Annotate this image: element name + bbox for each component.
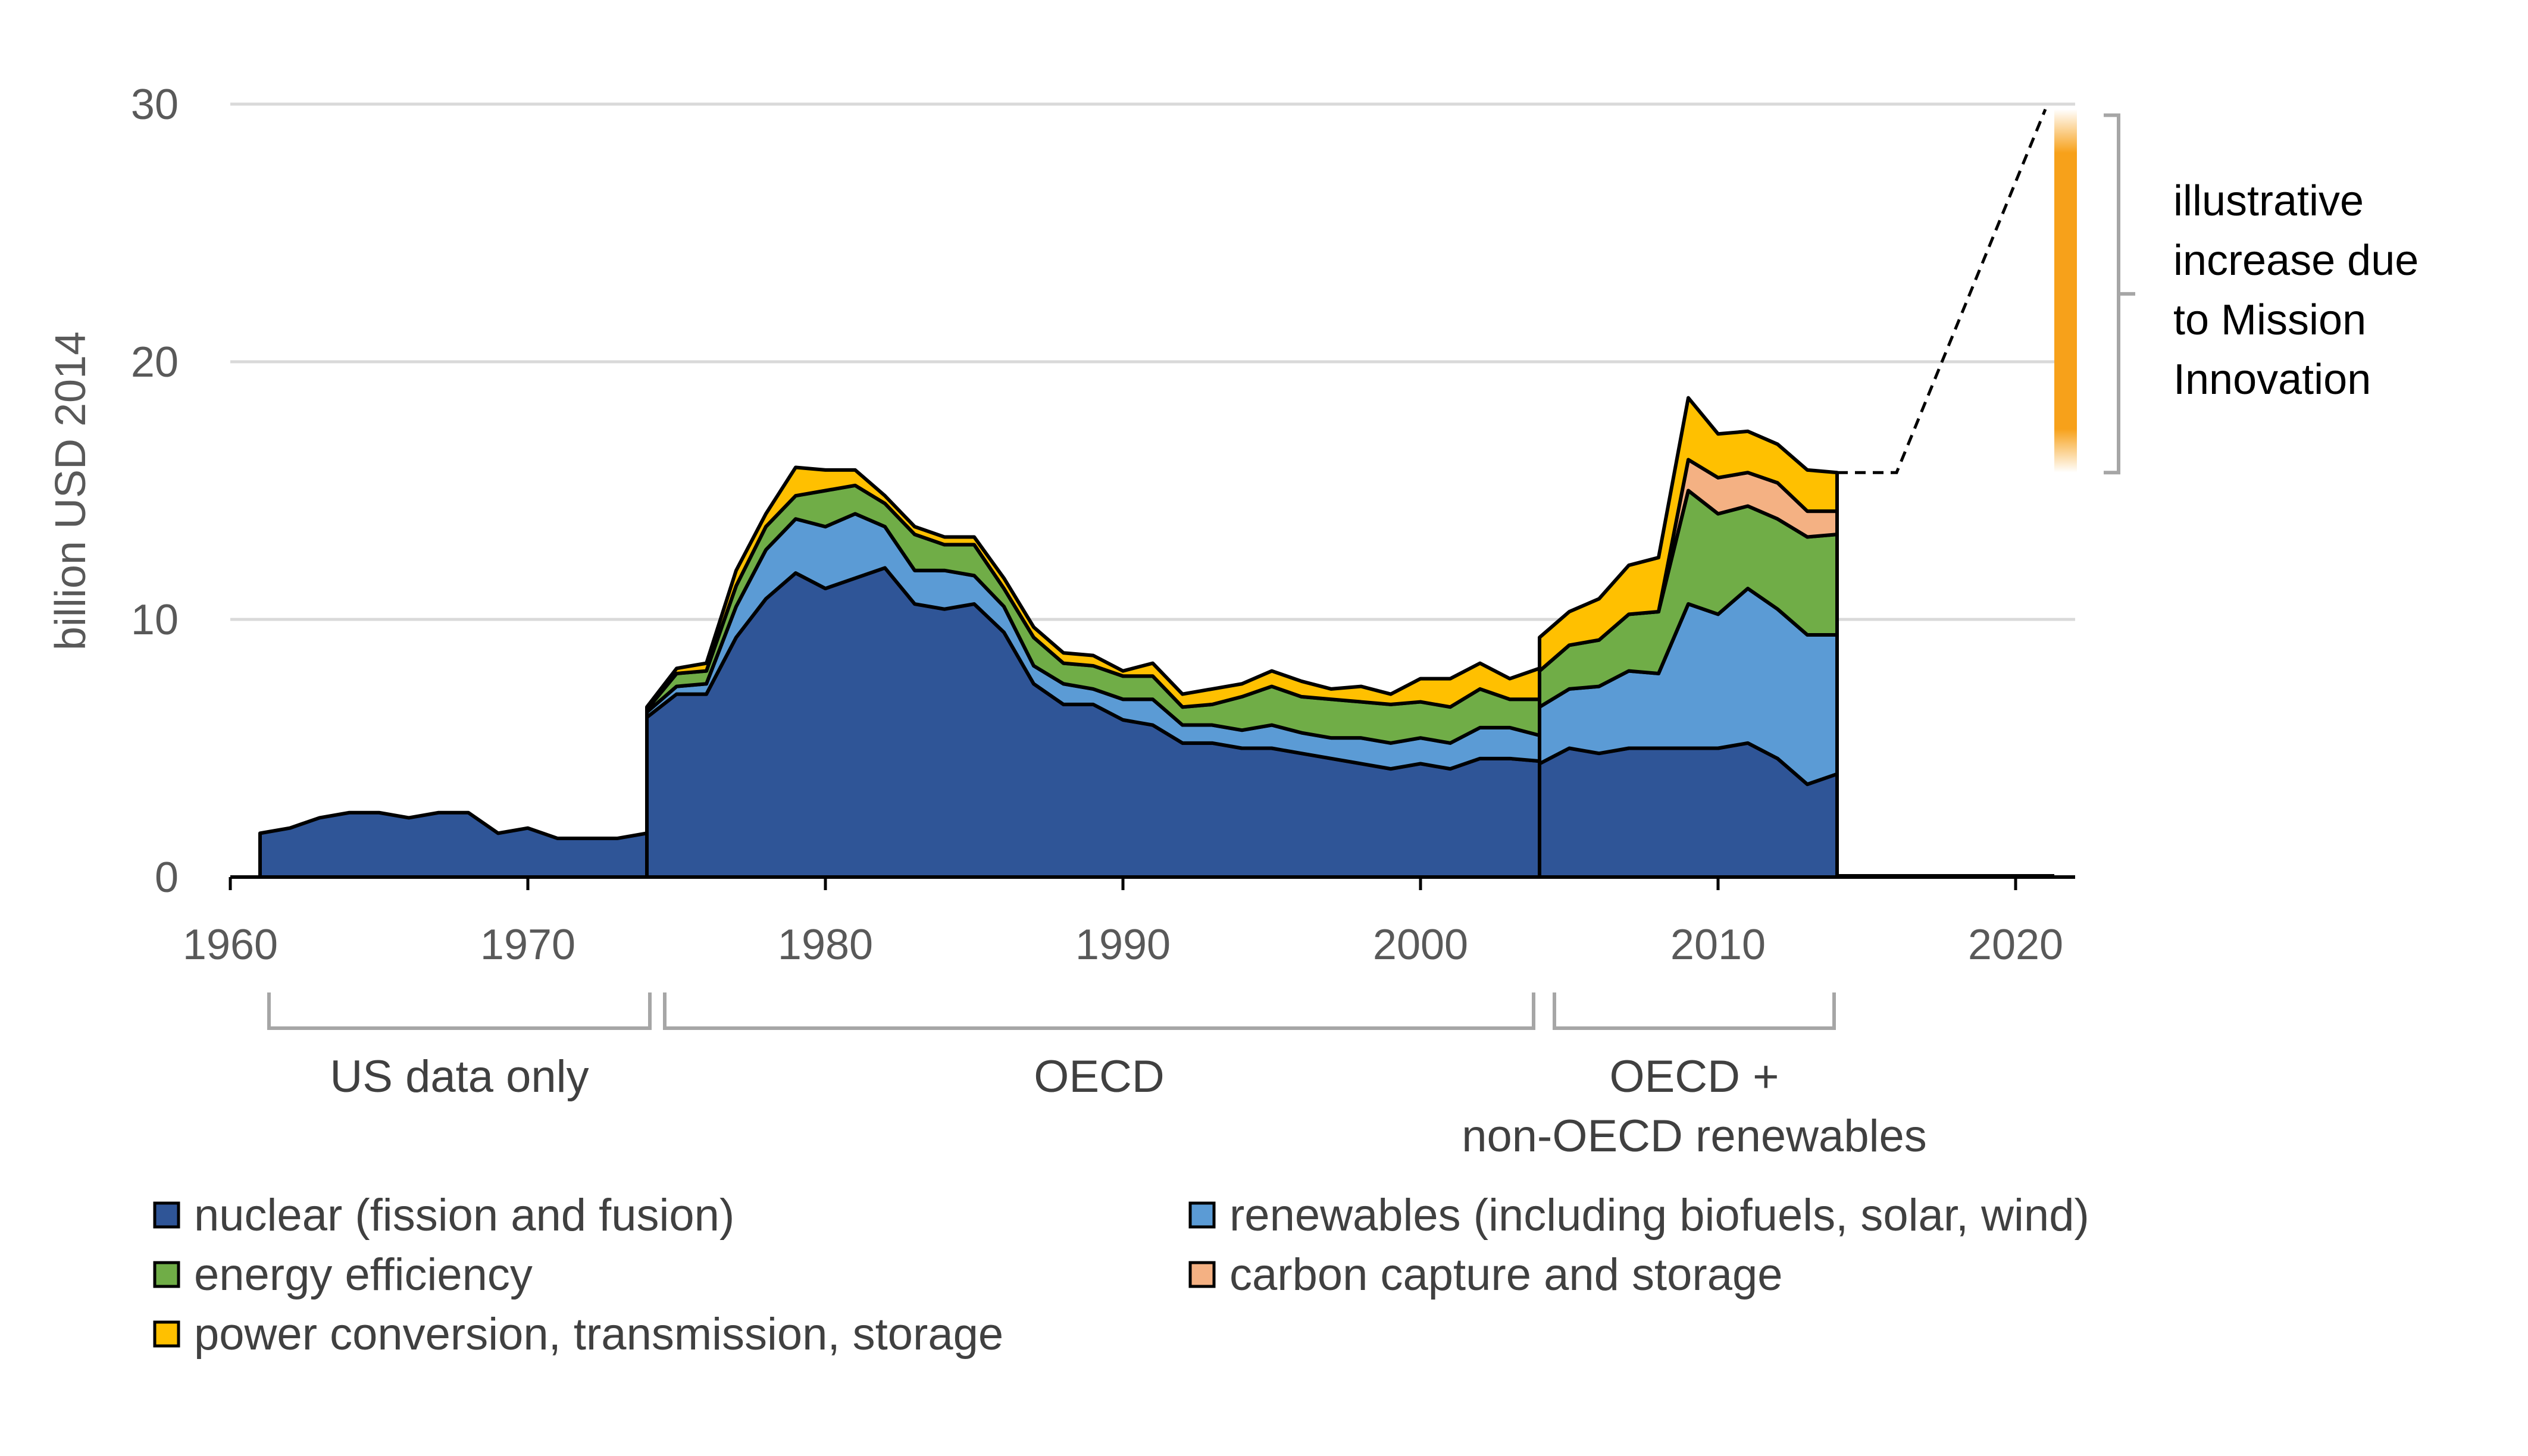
y-tick-label: 0 xyxy=(155,854,179,901)
axes xyxy=(229,874,2075,890)
region-bracket xyxy=(267,992,652,1030)
region-label: OECD xyxy=(1034,1051,1165,1102)
legend-swatch-renewables xyxy=(1188,1201,1216,1229)
region-label: US data only xyxy=(330,1051,589,1102)
annotation-text: increase due xyxy=(2173,237,2419,284)
region-label: OECD + xyxy=(1609,1051,1779,1102)
x-tick-label: 2020 xyxy=(1968,921,2063,969)
area-nuclear xyxy=(258,810,649,879)
y-tick-label: 20 xyxy=(131,339,179,386)
annotation-text: Innovation xyxy=(2173,356,2371,403)
x-tick-label: 2010 xyxy=(1670,921,1766,969)
x-tick-label: 1980 xyxy=(778,921,873,969)
legend-swatch-nuclear xyxy=(153,1201,180,1229)
y-tick-label: 30 xyxy=(131,81,179,129)
legend-swatch-ccs xyxy=(1188,1261,1216,1288)
region-bracket xyxy=(1553,992,1836,1030)
annotation-text: to Mission xyxy=(2173,296,2366,344)
y-tick-label: 10 xyxy=(131,596,179,644)
plot-areas xyxy=(258,396,1839,879)
annotation-bracket xyxy=(2104,113,2135,475)
projection-bar xyxy=(2054,109,2077,473)
x-tick-labels: 1960 1970 1980 1990 2000 2010 2020 xyxy=(183,921,2063,969)
legend-swatch-power xyxy=(153,1320,180,1348)
annotation-text: illustrative xyxy=(2173,177,2364,225)
legend-label-nuclear: nuclear (fission and fusion) xyxy=(194,1190,734,1241)
x-tick-label: 1990 xyxy=(1075,921,1171,969)
projection xyxy=(1837,108,2077,474)
legend: nuclear (fission and fusion) renewables (… xyxy=(153,1190,2089,1360)
region-label: non-OECD renewables xyxy=(1462,1111,1927,1161)
legend-label-ccs: carbon capture and storage xyxy=(1229,1250,1783,1300)
legend-label-power: power conversion, transmission, storage xyxy=(194,1309,1003,1360)
x-tick-label: 1960 xyxy=(183,921,278,969)
y-axis-label: billion USD 2014 xyxy=(47,331,95,650)
region-bracket xyxy=(663,992,1535,1030)
projection-line xyxy=(1837,108,2047,474)
legend-label-renewables: renewables (including biofuels, solar, w… xyxy=(1229,1190,2089,1241)
y-tick-labels: 0 10 20 30 xyxy=(131,81,179,901)
legend-swatch-efficiency xyxy=(153,1261,180,1288)
data-source-regions: US data only OECD OECD + non-OECD renewable… xyxy=(267,992,1927,1161)
x-tick-label: 2000 xyxy=(1373,921,1468,969)
legend-label-efficiency: energy efficiency xyxy=(194,1250,533,1300)
x-tick-label: 1970 xyxy=(480,921,575,969)
area-power xyxy=(1538,396,1839,673)
mission-innovation-annotation: illustrative increase due to Mission Innova… xyxy=(2104,113,2419,475)
